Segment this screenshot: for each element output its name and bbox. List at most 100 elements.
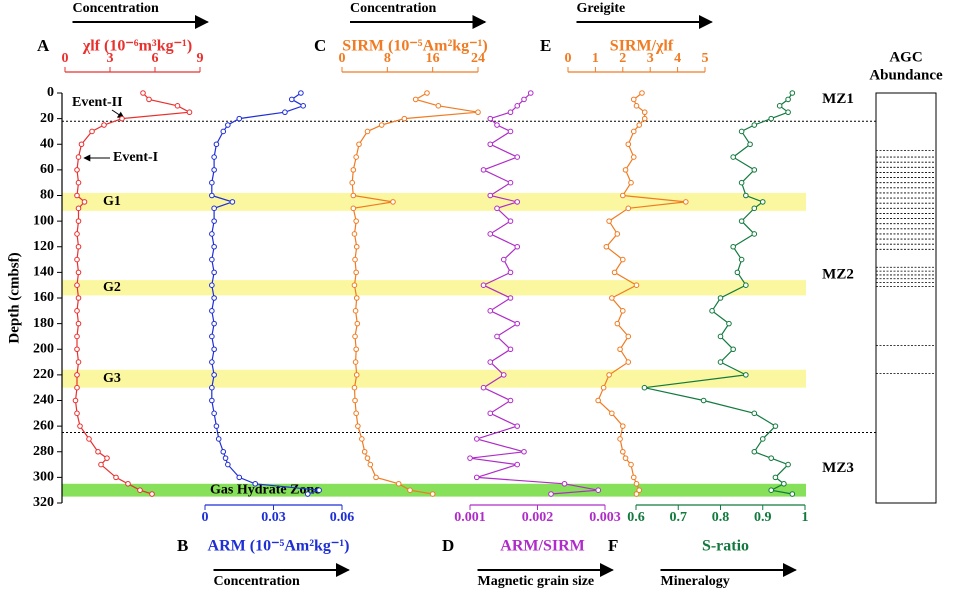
data-point xyxy=(288,96,295,103)
data-point xyxy=(209,308,215,314)
highlight-band xyxy=(62,192,806,211)
data-point xyxy=(353,269,359,276)
data-point xyxy=(717,359,724,365)
data-point xyxy=(625,141,632,148)
data-point xyxy=(507,179,514,186)
data-point xyxy=(633,103,640,109)
data-point xyxy=(633,491,640,497)
data-point xyxy=(743,192,749,199)
data-point xyxy=(768,455,775,461)
data-point xyxy=(776,103,783,109)
data-point xyxy=(726,320,732,327)
data-point xyxy=(359,436,365,442)
agc-title: AGC xyxy=(889,49,922,65)
data-point xyxy=(236,115,243,122)
data-point xyxy=(636,122,643,128)
zone-label: MZ2 xyxy=(822,266,854,282)
data-point xyxy=(738,256,745,263)
data-point xyxy=(620,423,626,429)
data-point xyxy=(514,320,521,327)
data-point xyxy=(137,487,143,493)
data-point xyxy=(211,320,217,327)
data-point xyxy=(86,436,92,442)
data-point xyxy=(630,128,637,135)
data-point xyxy=(74,410,80,417)
data-point xyxy=(606,218,612,224)
data-point xyxy=(74,372,80,378)
data-point xyxy=(487,359,494,365)
data-point xyxy=(620,192,626,199)
data-point xyxy=(633,282,640,288)
x-tick-label: 0.001 xyxy=(454,510,486,525)
data-point xyxy=(487,231,494,237)
data-point xyxy=(81,199,88,205)
arrow-label: Concentration xyxy=(350,1,437,16)
data-point xyxy=(352,333,358,340)
y-tick-label: 160 xyxy=(33,290,54,305)
annotation: Event-I xyxy=(113,150,158,165)
data-point xyxy=(641,115,648,122)
data-point xyxy=(617,346,623,353)
data-point xyxy=(75,154,82,160)
data-point xyxy=(89,128,95,135)
highlight-band xyxy=(62,483,806,497)
data-point xyxy=(507,109,514,116)
x-tick-label: 3 xyxy=(647,51,654,66)
data-point xyxy=(353,243,360,250)
data-point xyxy=(77,423,83,429)
data-point xyxy=(74,256,80,263)
data-point xyxy=(125,480,131,487)
y-tick-label: 20 xyxy=(40,111,54,126)
x-tick-label: 0.8 xyxy=(712,510,730,525)
data-point xyxy=(353,154,359,160)
panel-letter: D xyxy=(442,536,454,555)
data-point xyxy=(734,269,741,276)
data-point xyxy=(625,333,632,340)
data-point xyxy=(614,320,621,327)
data-point xyxy=(473,474,480,481)
arrow-label: Mineralogy xyxy=(661,574,730,589)
x-tick-label: 0 xyxy=(339,51,346,66)
data-point xyxy=(213,423,220,429)
data-point xyxy=(480,384,487,391)
data-point xyxy=(74,192,80,199)
data-point xyxy=(300,103,306,109)
data-point xyxy=(630,474,637,481)
data-point xyxy=(620,308,626,314)
data-point xyxy=(617,436,623,442)
data-point xyxy=(211,346,217,353)
data-point xyxy=(113,474,119,481)
data-point xyxy=(768,487,775,493)
data-point xyxy=(209,333,215,340)
x-axis-label: SIRM (10⁻⁵Am²kg⁻¹) xyxy=(342,38,488,55)
x-tick-label: 1 xyxy=(802,510,809,525)
x-tick-label: 8 xyxy=(384,51,391,66)
data-point xyxy=(222,455,229,461)
data-point xyxy=(220,448,227,455)
data-point xyxy=(548,491,554,497)
data-point xyxy=(700,397,707,404)
data-point xyxy=(628,179,634,186)
band-label: G2 xyxy=(103,280,121,295)
data-point xyxy=(367,461,374,468)
data-point xyxy=(759,199,766,205)
data-point xyxy=(487,308,494,314)
data-point xyxy=(211,154,217,160)
x-tick-label: 5 xyxy=(702,51,709,66)
data-point xyxy=(507,269,514,276)
data-point xyxy=(75,295,82,301)
data-point xyxy=(781,480,787,487)
data-point xyxy=(74,308,80,314)
band-label: G3 xyxy=(103,371,121,386)
highlight-band xyxy=(62,280,806,296)
x-axis-label: SIRM/χlf xyxy=(610,38,674,55)
x-axis-label: χlf (10⁻⁶m³kg⁻¹) xyxy=(82,38,192,55)
y-tick-label: 0 xyxy=(47,85,54,100)
data-point xyxy=(211,205,217,212)
data-point xyxy=(252,480,259,487)
x-tick-label: 0.9 xyxy=(754,510,772,525)
data-point xyxy=(630,96,637,103)
data-point xyxy=(350,205,357,212)
data-point xyxy=(229,199,236,205)
data-point xyxy=(641,384,648,391)
